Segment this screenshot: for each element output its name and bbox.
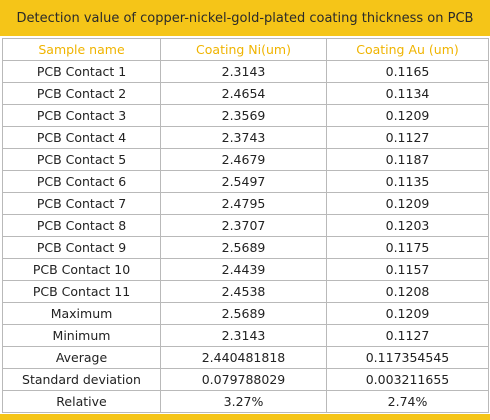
sample-name-cell: PCB Contact 10 [2,258,161,281]
sample-name-cell: Relative [2,390,161,413]
sample-name-cell: PCB Contact 3 [2,104,161,127]
table-row: Relative 3.27% 2.74% [2,390,489,413]
table-header-row: Sample name Coating Ni(um) Coating Au (u… [2,38,489,61]
coating-au-cell: 0.1127 [326,126,489,149]
table-row: PCB Contact 8 2.3707 0.1203 [2,214,489,237]
table-container: Sample name Coating Ni(um) Coating Au (u… [2,38,489,413]
coating-ni-cell: 2.440481818 [160,346,327,369]
table-row: PCB Contact 9 2.5689 0.1175 [2,236,489,259]
coating-ni-cell: 2.4538 [160,280,327,303]
sample-name-cell: PCB Contact 4 [2,126,161,149]
coating-ni-cell: 2.3143 [160,324,327,347]
coating-ni-cell: 2.4795 [160,192,327,215]
coating-ni-cell: 0.079788029 [160,368,327,391]
coating-ni-cell: 2.3707 [160,214,327,237]
coating-au-cell: 0.1134 [326,82,489,105]
sample-name-cell: PCB Contact 11 [2,280,161,303]
coating-thickness-table: Sample name Coating Ni(um) Coating Au (u… [2,38,489,413]
sample-name-cell: Minimum [2,324,161,347]
sample-name-cell: PCB Contact 1 [2,60,161,83]
table-row: Average 2.440481818 0.117354545 [2,346,489,369]
coating-au-cell: 0.1209 [326,192,489,215]
sample-name-cell: PCB Contact 5 [2,148,161,171]
sample-name-cell: PCB Contact 2 [2,82,161,105]
coating-ni-cell: 2.4679 [160,148,327,171]
table-row: PCB Contact 10 2.4439 0.1157 [2,258,489,281]
coating-au-cell: 0.1187 [326,148,489,171]
coating-ni-cell: 2.3743 [160,126,327,149]
table-row: Maximum 2.5689 0.1209 [2,302,489,325]
coating-ni-cell: 2.4654 [160,82,327,105]
coating-ni-cell: 2.4439 [160,258,327,281]
coating-ni-cell: 2.5689 [160,236,327,259]
sample-name-cell: PCB Contact 7 [2,192,161,215]
table-row: PCB Contact 4 2.3743 0.1127 [2,126,489,149]
table-row: PCB Contact 2 2.4654 0.1134 [2,82,489,105]
coating-au-cell: 0.1135 [326,170,489,193]
sample-name-cell: Maximum [2,302,161,325]
coating-au-cell: 0.1157 [326,258,489,281]
table-row: PCB Contact 6 2.5497 0.1135 [2,170,489,193]
table-row: PCB Contact 1 2.3143 0.1165 [2,60,489,83]
sample-name-cell: PCB Contact 8 [2,214,161,237]
coating-au-cell: 0.1209 [326,104,489,127]
coating-au-cell: 0.1127 [326,324,489,347]
table-row: PCB Contact 3 2.3569 0.1209 [2,104,489,127]
coating-ni-cell: 2.5689 [160,302,327,325]
column-header-coating-ni: Coating Ni(um) [160,38,327,61]
coating-au-cell: 0.1208 [326,280,489,303]
coating-au-cell: 0.1175 [326,236,489,259]
coating-au-cell: 0.1165 [326,60,489,83]
sample-name-cell: PCB Contact 6 [2,170,161,193]
coating-au-cell: 0.003211655 [326,368,489,391]
sample-name-cell: PCB Contact 9 [2,236,161,259]
coating-ni-cell: 3.27% [160,390,327,413]
coating-au-cell: 0.1209 [326,302,489,325]
table-row: PCB Contact 7 2.4795 0.1209 [2,192,489,215]
coating-au-cell: 0.117354545 [326,346,489,369]
sample-name-cell: Average [2,346,161,369]
bottom-accent-bar [0,414,490,420]
coating-ni-cell: 2.3143 [160,60,327,83]
column-header-sample-name: Sample name [2,38,161,61]
table-title: Detection value of copper-nickel-gold-pl… [16,10,474,26]
coating-au-cell: 2.74% [326,390,489,413]
column-header-coating-au: Coating Au (um) [326,38,489,61]
table-row: PCB Contact 11 2.4538 0.1208 [2,280,489,303]
table-row: PCB Contact 5 2.4679 0.1187 [2,148,489,171]
table-title-bar: Detection value of copper-nickel-gold-pl… [0,0,490,36]
table-row: Minimum 2.3143 0.1127 [2,324,489,347]
coating-au-cell: 0.1203 [326,214,489,237]
coating-ni-cell: 2.3569 [160,104,327,127]
coating-ni-cell: 2.5497 [160,170,327,193]
table-row: Standard deviation 0.079788029 0.0032116… [2,368,489,391]
sample-name-cell: Standard deviation [2,368,161,391]
